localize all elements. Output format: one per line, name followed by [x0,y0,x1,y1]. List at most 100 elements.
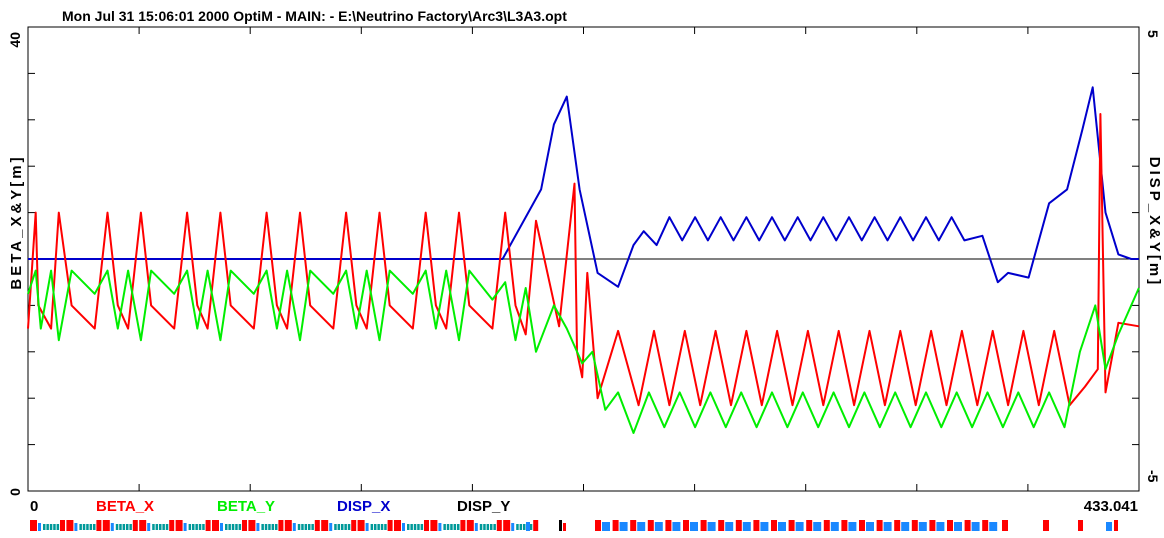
lattice-bend [947,520,953,531]
lattice-marker [559,520,562,531]
lattice-bend [212,520,219,531]
lattice-bend [1043,520,1049,531]
lattice-sext [516,524,519,530]
lattice-sext [56,524,60,530]
lattice-sext [202,524,205,530]
lattice-bend [30,520,37,531]
lattice-sext [231,524,235,530]
lattice-strip [30,520,1118,531]
lattice-quad [918,522,927,531]
lattice-bend [806,520,813,531]
lattice-sext [228,524,231,530]
lattice-sext [43,524,46,530]
lattice-quad [365,523,369,531]
lattice-sext [235,524,238,530]
lattice-sext [308,524,311,530]
y-axis-label-left: BETA_X&Y[m] [8,154,25,289]
lattice-sext [159,524,162,530]
lattice-sext [188,524,192,530]
lattice-bend [96,520,102,531]
lattice-sext [384,524,387,530]
lattice-bend [496,520,502,531]
legend-beta-x: BETA_X [96,498,154,515]
lattice-sext [271,524,275,530]
lattice-quad [654,522,663,531]
y-tick-label-right-top: 5 [1145,30,1161,38]
lattice-quad [813,522,822,531]
lattice-sext [198,524,202,530]
lattice-quad [38,523,41,531]
lattice-sext [519,524,523,530]
lattice-quad [619,522,628,531]
lattice-quad [742,522,751,531]
lattice-sext [89,524,93,530]
lattice-bend [387,520,393,531]
lattice-sext [162,524,165,530]
lattice-sext [417,524,420,530]
lattice-bend [60,520,65,531]
lattice-bend [841,520,848,531]
lattice-sext [380,524,384,530]
lattice-quad [901,522,910,531]
lattice-bend [700,520,707,531]
lattice-bend [612,520,619,531]
lattice-quad [474,523,478,531]
lattice-bend [823,520,830,531]
lattice-bend [771,520,777,531]
lattice-bend [665,520,672,531]
lattice-quad [954,522,962,531]
lattice-sext [119,524,122,530]
lattice-sext [86,524,89,530]
lattice-bend [911,520,918,531]
lattice-quad [971,522,980,531]
lattice-sext [297,524,301,530]
lattice-sext [126,524,129,530]
lattice-bend [394,520,401,531]
lattice-sext [337,524,341,530]
lattice-bend [205,520,211,531]
lattice-sext [195,524,198,530]
lattice-bend [351,520,357,531]
lattice-quad [760,522,769,531]
x-tick-label-end: 433.041 [1084,498,1138,515]
lattice-quad [329,523,333,531]
lattice-sext [155,524,159,530]
lattice-quad [637,522,646,531]
lattice-bend [876,520,883,531]
lattice-sext [79,524,82,530]
lattice-quad [778,522,786,531]
lattice-sext [301,524,304,530]
lattice-quad [220,523,223,531]
series-line-beta-y [27,269,1140,434]
lattice-bend [139,520,147,531]
lattice-sext [268,524,271,530]
lattice-quad [989,522,998,531]
lattice-sext [129,524,132,530]
lattice-sext [490,524,493,530]
lattice-sext [446,524,450,530]
y-tick-label-right-bottom: -5 [1145,470,1161,483]
legend-disp-y: DISP_Y [457,498,510,515]
lattice-sext [377,524,380,530]
lattice-sext [82,524,86,530]
lattice-bend [424,520,429,531]
lattice-quad [147,523,151,531]
lattice-sext [483,524,486,530]
lattice-sext [341,524,344,530]
legend-disp-x: DISP_X [337,498,390,515]
lattice-sext [261,524,264,530]
lattice-bend [284,520,292,531]
lattice-sext [453,524,457,530]
lattice-bend [242,520,247,531]
lattice-bend [466,520,474,531]
lattice-bend [66,520,74,531]
lattice-bend [683,520,689,531]
chart-header: Mon Jul 31 15:06:01 2000 OptiM - MAIN: -… [62,8,567,24]
lattice-bend [753,520,760,531]
lattice-sext [529,524,533,530]
lattice-quad [848,522,857,531]
lattice-sext [152,524,155,530]
lattice-sext [479,524,483,530]
lattice-sext [450,524,453,530]
